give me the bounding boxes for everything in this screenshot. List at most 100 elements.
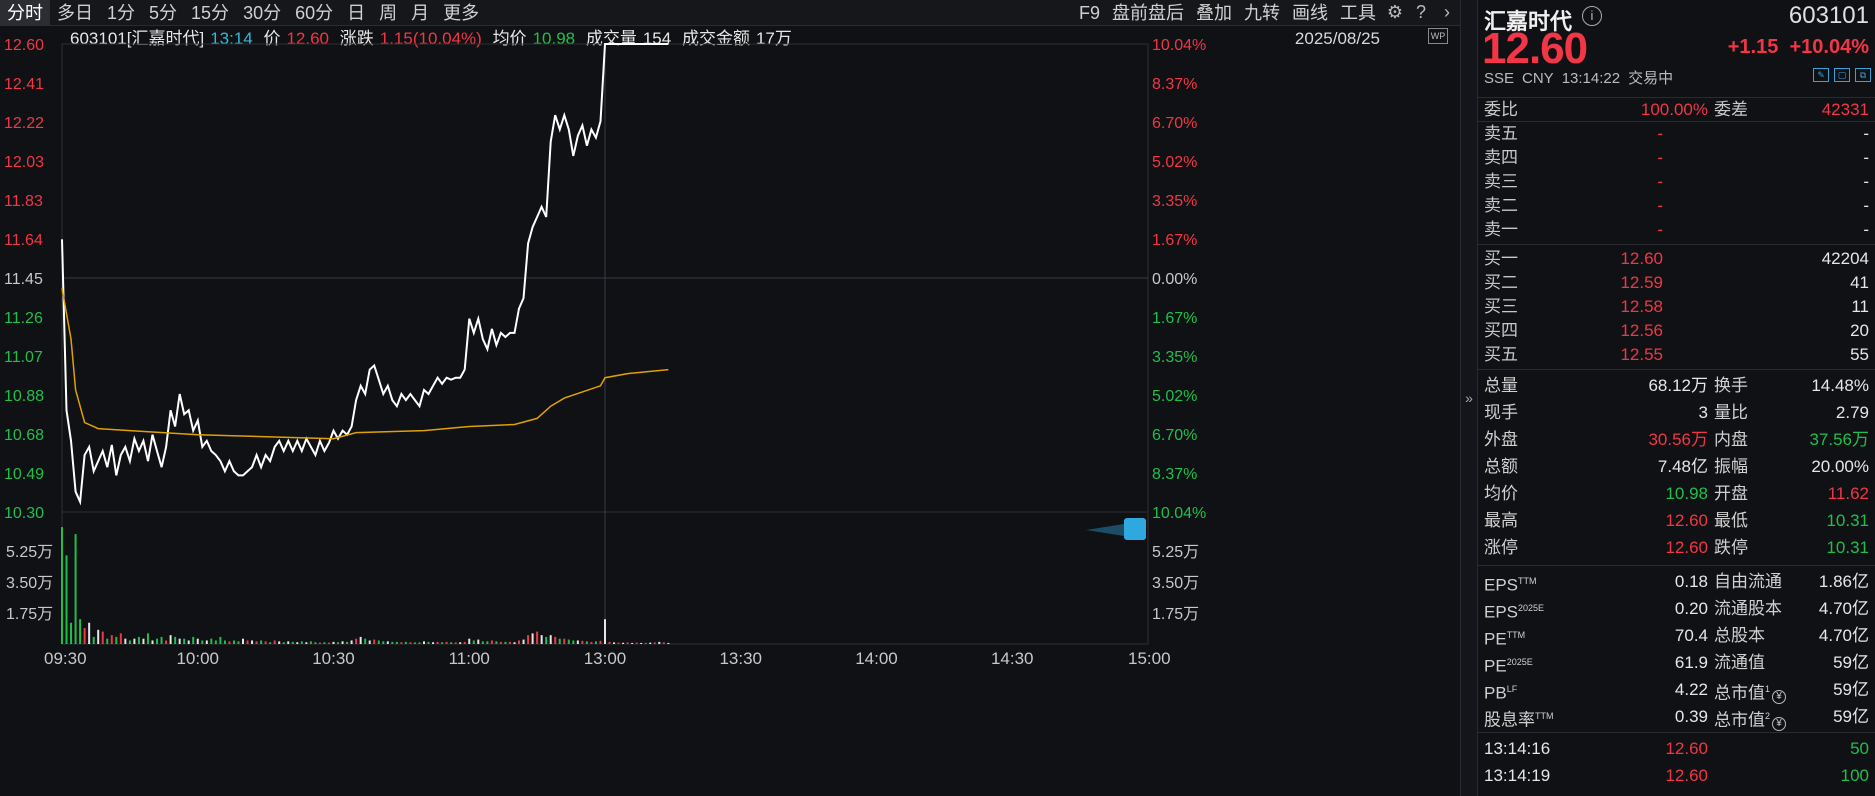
toolbar-item[interactable]: 工具 bbox=[1340, 2, 1376, 23]
book-label: 卖一 bbox=[1484, 220, 1518, 239]
amount-label: 成交金额 bbox=[681, 29, 750, 48]
fin-value: 0.20 bbox=[1674, 599, 1708, 618]
book-row[interactable]: 买四 12.56 20 bbox=[1478, 319, 1875, 343]
stat-row: 现手 3 量比 2.79 bbox=[1478, 399, 1875, 426]
help-icon[interactable]: ? bbox=[1415, 2, 1426, 22]
tick-price: 12.60 bbox=[1665, 766, 1708, 785]
tick-time: 13:14:16 bbox=[1484, 739, 1551, 758]
ratio-value: 100.00% bbox=[1640, 100, 1708, 119]
stat-label: 换手 bbox=[1714, 376, 1748, 395]
price-tick-label: 12.22 bbox=[4, 115, 44, 132]
exchange: SSE bbox=[1484, 70, 1515, 87]
fin-value: 1.86亿 bbox=[1818, 572, 1869, 591]
pct-tick-label: 5.02% bbox=[1152, 388, 1197, 405]
edit-icon[interactable]: ✎ bbox=[1813, 68, 1829, 82]
book-price: 12.59 bbox=[1620, 273, 1663, 292]
pct-tick-label: 3.35% bbox=[1152, 349, 1197, 366]
timeframe-tab[interactable]: 月 bbox=[411, 2, 430, 23]
toolbar-item[interactable]: 画线 bbox=[1292, 2, 1328, 23]
book-row[interactable]: 卖一 - - bbox=[1478, 218, 1875, 242]
panel-collapse-handle[interactable]: » bbox=[1460, 0, 1478, 796]
fin-label-sup: LF bbox=[1506, 684, 1518, 694]
book-row[interactable]: 买二 12.59 41 bbox=[1478, 271, 1875, 295]
float-widget-icon bbox=[1124, 518, 1146, 540]
book-price: - bbox=[1657, 196, 1663, 215]
stat-label: 跌停 bbox=[1714, 538, 1748, 557]
info-price: 12.60 bbox=[286, 29, 330, 48]
diff-label: 委差 bbox=[1714, 100, 1748, 119]
timeframe-tab[interactable]: 15分 bbox=[191, 2, 230, 23]
tick-volume: 50 bbox=[1850, 739, 1869, 758]
timeframe-tab[interactable]: 周 bbox=[379, 2, 398, 23]
wp-badge[interactable]: WP bbox=[1428, 28, 1448, 44]
stat-label: 内盘 bbox=[1714, 430, 1748, 449]
diff-value: 42331 bbox=[1821, 100, 1869, 119]
timeframe-tab[interactable]: 60分 bbox=[295, 2, 334, 23]
info-icon[interactable]: i bbox=[1582, 6, 1602, 26]
stat-label: 涨停 bbox=[1484, 538, 1518, 557]
book-volume: 55 bbox=[1850, 345, 1869, 364]
code-name: 603101[汇嘉时代] bbox=[70, 29, 205, 48]
timeframe-tab[interactable]: 更多 bbox=[443, 2, 480, 23]
book-row[interactable]: 卖四 - - bbox=[1478, 146, 1875, 170]
book-row[interactable]: 买一 12.60 42204 bbox=[1478, 247, 1875, 271]
toolbar-item[interactable]: 九转 bbox=[1244, 2, 1280, 23]
chevron-right-icon[interactable]: › bbox=[1444, 2, 1450, 22]
tick-time: 13:14:22 bbox=[1484, 789, 1550, 796]
book-row[interactable]: 卖五 - - bbox=[1478, 122, 1875, 146]
bid-book: 买一 12.60 42204 买二 12.59 41 买三 12.58 11 买四 12.56 20 买… bbox=[1478, 245, 1875, 370]
stat-label: 现手 bbox=[1484, 403, 1518, 422]
pct-tick-label: 0.00% bbox=[1152, 271, 1197, 288]
trade-ticks: 13:14:1612.605013:14:1912.6010013:14:221… bbox=[1478, 733, 1875, 796]
currency: CNY bbox=[1522, 70, 1554, 87]
yen-circle-icon: ¥ bbox=[1772, 689, 1787, 704]
timeframe-tab[interactable]: 5分 bbox=[149, 2, 178, 23]
fin-row: PE2025E 61.9 流通值 59亿 bbox=[1478, 649, 1875, 676]
timeframe-tab[interactable]: 分时 bbox=[0, 0, 50, 26]
toolbar-item[interactable]: 盘前盘后 bbox=[1112, 2, 1184, 23]
fin-value: 4.22 bbox=[1674, 680, 1708, 699]
popout-icon[interactable]: ⧉ bbox=[1855, 68, 1871, 82]
tick-volume: 3 bbox=[1860, 789, 1869, 796]
info-time: 13:14 bbox=[210, 29, 253, 48]
price-tick-label: 12.60 bbox=[4, 37, 44, 54]
meta-line: SSE CNY 13:14:22 交易中 bbox=[1484, 67, 1681, 88]
book-volume: 41 bbox=[1850, 273, 1869, 292]
price-tick-label: 11.83 bbox=[4, 193, 43, 210]
toolbar-item[interactable]: F9 bbox=[1078, 2, 1100, 23]
book-row[interactable]: 卖三 - - bbox=[1478, 170, 1875, 194]
book-price: - bbox=[1657, 172, 1663, 191]
fin-label-sup: TTM bbox=[1506, 630, 1526, 640]
volume-tick-label: 1.75万 bbox=[1152, 606, 1199, 623]
window-icon[interactable]: ▢ bbox=[1834, 68, 1850, 82]
timeframe-tab[interactable]: 1分 bbox=[107, 2, 136, 23]
stat-value: 10.98 bbox=[1665, 484, 1708, 503]
fin-row: EPS2025E 0.20 流通股本 4.70亿 bbox=[1478, 595, 1875, 622]
stat-value: 20.00% bbox=[1811, 457, 1869, 476]
timeframe-tab[interactable]: 日 bbox=[347, 2, 366, 23]
stat-label: 最高 bbox=[1484, 511, 1518, 530]
book-row[interactable]: 买五 12.55 55 bbox=[1478, 343, 1875, 367]
book-volume: 42204 bbox=[1821, 249, 1869, 268]
fin-label-sup: 2025E bbox=[1506, 657, 1533, 667]
price-tick-label: 10.88 bbox=[4, 388, 44, 405]
book-volume: - bbox=[1863, 172, 1869, 191]
stat-value: 30.56万 bbox=[1648, 430, 1708, 449]
intraday-chart[interactable]: 12.60 10.04% 12.41 8.37% 12.22 6.70% 12.03 5.02… bbox=[0, 26, 1460, 796]
time-tick-label: 13:30 bbox=[719, 649, 762, 668]
timeframe-tab[interactable]: 30分 bbox=[243, 2, 282, 23]
stock-name: 汇嘉时代 bbox=[1484, 9, 1573, 34]
price-tick-label: 11.64 bbox=[4, 232, 43, 249]
time-tick-label: 09:30 bbox=[44, 649, 87, 668]
book-row[interactable]: 卖二 - - bbox=[1478, 194, 1875, 218]
timeframe-tab[interactable]: 多日 bbox=[57, 2, 93, 23]
book-label: 卖五 bbox=[1484, 124, 1518, 143]
fin-row: PBLF 4.22 总市值1¥ 59亿 bbox=[1478, 676, 1875, 704]
toolbar-item[interactable]: 叠加 bbox=[1196, 2, 1232, 23]
pct-tick-label: 10.04% bbox=[1152, 505, 1206, 522]
tick-price: 12.60 bbox=[1608, 789, 1708, 796]
book-row[interactable]: 买三 12.58 11 bbox=[1478, 295, 1875, 319]
fin-value: 59亿 bbox=[1833, 653, 1869, 672]
gear-icon[interactable]: ⚙ bbox=[1386, 2, 1404, 22]
book-volume: 11 bbox=[1851, 297, 1869, 316]
